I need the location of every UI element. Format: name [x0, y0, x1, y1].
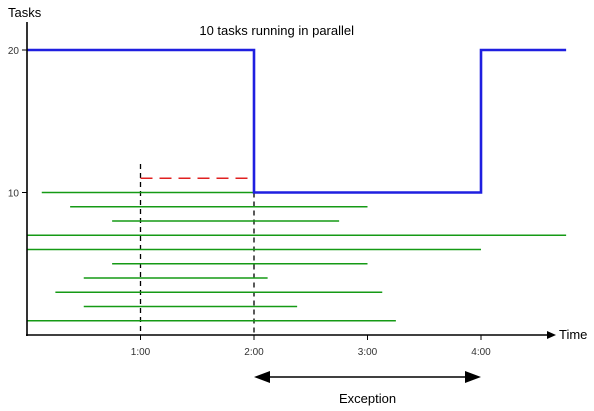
y-tick-label: 10: [8, 189, 20, 200]
x-axis-arrow: [547, 331, 556, 339]
y-tick-label: 20: [8, 46, 20, 57]
ticks: 1:00 2:00 3:00 4:00 10 20: [8, 46, 491, 358]
exception-arrow-left: [254, 371, 270, 383]
exception-label: Exception: [339, 391, 396, 406]
y-axis-title: Tasks: [8, 5, 42, 20]
task-bars: [27, 191, 567, 322]
x-tick-label: 4:00: [471, 347, 491, 358]
x-tick-label: 1:00: [131, 347, 151, 358]
exception-arrow-right: [465, 371, 481, 383]
axes: [26, 22, 556, 339]
x-axis-title: Time: [559, 327, 587, 342]
x-tick-label: 2:00: [244, 347, 264, 358]
annotations: 10 tasks running in parallel Exception: [199, 23, 481, 406]
x-tick-label: 3:00: [358, 347, 378, 358]
annotation-title: 10 tasks running in parallel: [199, 23, 354, 38]
capacity-series: [27, 48, 567, 194]
capacity-line: [27, 48, 567, 194]
